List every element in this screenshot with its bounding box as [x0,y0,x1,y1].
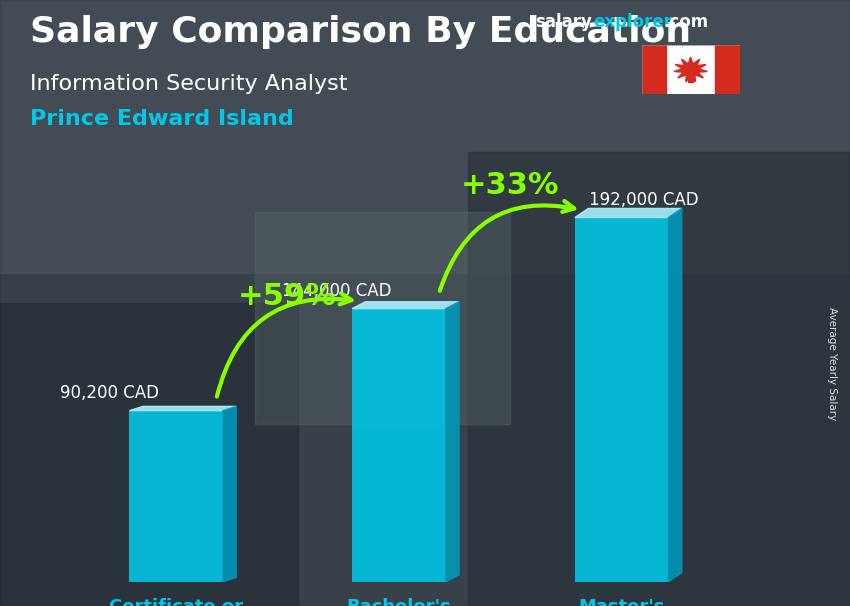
Text: Salary Comparison By Education: Salary Comparison By Education [30,15,691,49]
Bar [255,212,510,424]
Polygon shape [445,302,459,582]
Polygon shape [468,152,850,606]
Polygon shape [223,407,236,582]
Polygon shape [352,302,459,308]
Text: salary: salary [536,13,592,32]
Polygon shape [129,407,236,411]
Text: Information Security Analyst: Information Security Analyst [30,74,348,94]
Text: Prince Edward Island: Prince Edward Island [30,109,293,129]
Text: 144,000 CAD: 144,000 CAD [281,282,391,300]
Bar [0,0,850,273]
Bar [129,411,223,582]
Polygon shape [674,57,707,82]
Polygon shape [0,303,298,606]
Bar [352,308,445,582]
Text: +59%: +59% [238,282,337,311]
Bar [642,45,666,94]
Text: 90,200 CAD: 90,200 CAD [60,384,159,402]
Bar [575,218,668,582]
Text: .com: .com [663,13,708,32]
Text: explorer: explorer [593,13,672,32]
Bar [715,45,740,94]
Text: 192,000 CAD: 192,000 CAD [589,191,699,209]
Polygon shape [575,208,682,218]
Polygon shape [668,208,682,582]
Bar [688,74,693,82]
Text: Average Yearly Salary: Average Yearly Salary [827,307,837,420]
Text: +33%: +33% [461,171,559,200]
